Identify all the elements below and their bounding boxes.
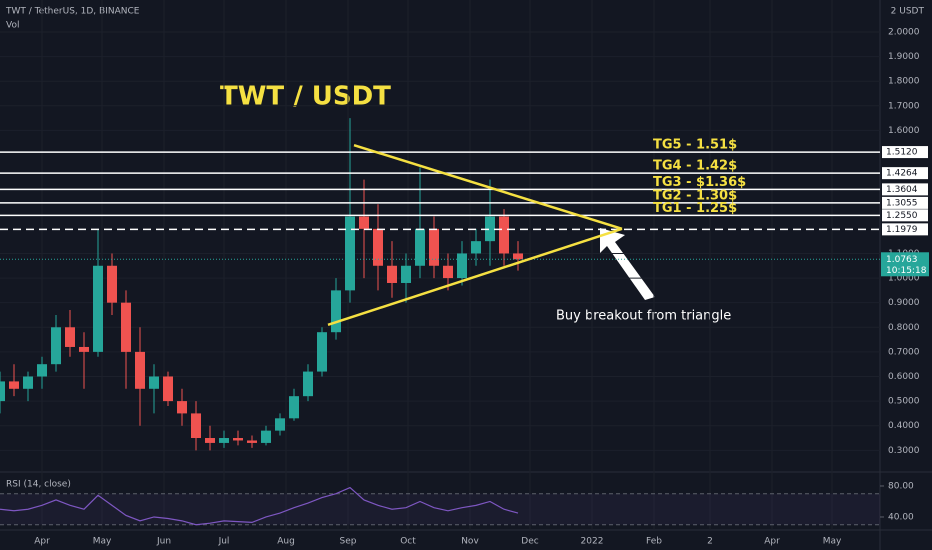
candle-body <box>513 253 523 260</box>
rsi-label: RSI (14, close) <box>6 480 71 490</box>
candle-body <box>359 216 369 229</box>
level-label: 1.3604 <box>886 185 918 195</box>
x-tick-label: Aug <box>277 537 295 547</box>
candle-body <box>51 327 61 365</box>
level-label-box <box>882 196 928 209</box>
rsi-tick-label: 40.00 <box>888 512 914 522</box>
y-tick-label: 0.8000 <box>888 323 920 333</box>
x-tick-label: Jul <box>218 537 230 547</box>
level-text: TG4 - 1.42$ <box>653 159 737 174</box>
candle-body <box>317 332 327 372</box>
y-tick-label: 1.0000 <box>888 274 920 284</box>
countdown-label: 10:15:18 <box>886 266 927 276</box>
y-tick-label: 2.0000 <box>888 27 920 37</box>
candle-body <box>387 265 397 283</box>
last-price-label: 1.0763 <box>886 255 918 265</box>
x-tick-label: 2 <box>707 537 713 547</box>
last-price-box <box>881 252 929 277</box>
level-label: 1.2550 <box>886 211 918 221</box>
candle-body <box>261 430 271 443</box>
x-tick-label: Dec <box>521 537 538 547</box>
headline: TWT / USDT <box>220 82 391 112</box>
candle-body <box>79 346 89 352</box>
candle-body <box>401 265 411 283</box>
candle-body <box>303 371 313 397</box>
candle-body <box>205 438 215 443</box>
candle-body <box>345 216 355 291</box>
x-tick-label: Sep <box>340 537 357 547</box>
level-label-box <box>882 146 928 159</box>
candle-body <box>415 228 425 266</box>
level-label-box <box>882 209 928 222</box>
candle-body <box>93 265 103 352</box>
candle-body <box>163 376 173 402</box>
y-tick-label: 0.7000 <box>888 347 920 357</box>
y-tick-label: 0.9000 <box>888 298 920 308</box>
candle-body <box>275 418 285 431</box>
level-label: 1.4264 <box>886 169 918 179</box>
candle-body <box>121 302 131 352</box>
x-tick-label: May <box>93 537 112 547</box>
arrow <box>600 228 655 300</box>
candle-body <box>331 290 341 333</box>
x-tick-label: Oct <box>400 537 416 547</box>
candle-body <box>289 396 299 419</box>
candle-body <box>37 364 47 377</box>
candle-body <box>247 440 257 443</box>
x-tick-label: Nov <box>461 537 479 547</box>
candle-body <box>429 228 439 266</box>
triangle-line <box>353 143 623 231</box>
candle-body <box>499 216 509 254</box>
chart-title: TWT / TetherUS, 1D, BINANCE <box>5 7 140 17</box>
candle-body <box>177 401 187 414</box>
y-tick-label: 0.6000 <box>888 372 920 382</box>
x-tick-label: Apr <box>34 537 50 547</box>
rsi-tick-label: 80.00 <box>888 481 914 491</box>
x-tick-label: Feb <box>646 537 662 547</box>
candle-body <box>443 265 453 279</box>
candle-body <box>149 376 159 389</box>
y-tick-label: 1.8000 <box>888 77 920 87</box>
level-label-box <box>882 223 928 236</box>
volume-label: Vol <box>6 21 19 31</box>
candle-body <box>191 413 201 439</box>
candle-body <box>219 438 229 443</box>
candle-body <box>485 216 495 242</box>
y-tick-label: 0.3000 <box>888 446 920 456</box>
candle-body <box>65 327 75 347</box>
y-tick-label: 0.4000 <box>888 421 920 431</box>
level-text: TG2 - 1.30$ <box>653 188 737 203</box>
candle-body <box>373 228 383 266</box>
candle-body <box>457 253 467 279</box>
candle-body <box>233 438 243 441</box>
y-tick-label: 1.7000 <box>888 101 920 111</box>
x-tick-label: Apr <box>764 537 780 547</box>
level-text: TG3 - $1.36$ <box>653 175 746 190</box>
candle-body <box>0 381 5 402</box>
candle-body <box>9 381 19 389</box>
level-label-box <box>882 167 928 180</box>
y-tick-label: 1.6000 <box>888 126 920 136</box>
x-tick-label: May <box>823 537 842 547</box>
x-tick-label: Jun <box>156 537 171 547</box>
level-text: TG5 - 1.51$ <box>653 138 737 153</box>
rsi-line <box>0 486 519 526</box>
level-label: 1.3055 <box>886 198 918 208</box>
level-label: 1.1979 <box>886 225 918 235</box>
triangle-line <box>327 227 623 327</box>
y-tick-label: 0.5000 <box>888 397 920 407</box>
x-tick-label: 2022 <box>581 537 604 547</box>
candle-body <box>135 351 145 389</box>
candle-body <box>471 241 481 254</box>
level-label: 1.5120 <box>886 148 918 158</box>
axis-unit: 2 USDT <box>891 7 925 17</box>
level-text: TG1 - 1.25$ <box>653 201 737 216</box>
level-label-box <box>882 183 928 196</box>
note: Buy breakout from triangle <box>556 309 731 324</box>
candle-body <box>23 376 33 389</box>
candle-body <box>107 265 117 303</box>
y-tick-label: 1.9000 <box>888 52 920 62</box>
